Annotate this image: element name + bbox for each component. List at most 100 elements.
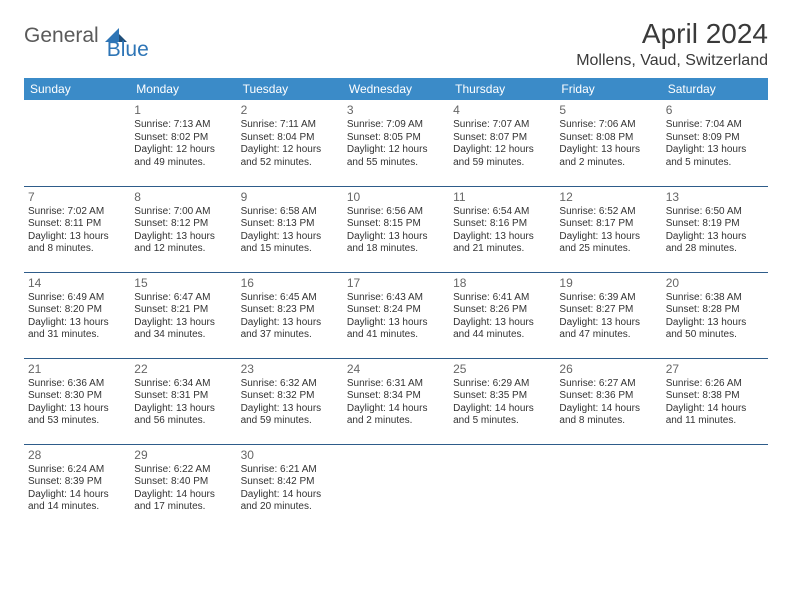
sunrise-line: Sunrise: 6:32 AM (241, 378, 339, 391)
sunrise-line: Sunrise: 6:24 AM (28, 464, 126, 477)
daylight-line-2: and 5 minutes. (666, 157, 764, 170)
sunset-line: Sunset: 8:27 PM (559, 304, 657, 317)
month-title: April 2024 (576, 18, 768, 50)
day-number: 10 (347, 190, 445, 204)
calendar-day-cell: 19Sunrise: 6:39 AMSunset: 8:27 PMDayligh… (555, 272, 661, 358)
day-number: 29 (134, 448, 232, 462)
weekday-header: Friday (555, 78, 661, 100)
sunrise-line: Sunrise: 7:04 AM (666, 119, 764, 132)
logo-text-blue: Blue (107, 38, 149, 62)
sunset-line: Sunset: 8:31 PM (134, 390, 232, 403)
daylight-line-2: and 8 minutes. (28, 243, 126, 256)
day-number: 12 (559, 190, 657, 204)
sunset-line: Sunset: 8:15 PM (347, 218, 445, 231)
sunset-line: Sunset: 8:42 PM (241, 476, 339, 489)
calendar-table: SundayMondayTuesdayWednesdayThursdayFrid… (24, 78, 768, 530)
sunrise-line: Sunrise: 6:41 AM (453, 292, 551, 305)
day-number: 18 (453, 276, 551, 290)
calendar-week-row: 1Sunrise: 7:13 AMSunset: 8:02 PMDaylight… (24, 100, 768, 186)
day-number: 21 (28, 362, 126, 376)
calendar-day-cell: 13Sunrise: 6:50 AMSunset: 8:19 PMDayligh… (662, 186, 768, 272)
day-number: 11 (453, 190, 551, 204)
day-number: 25 (453, 362, 551, 376)
weekday-header: Saturday (662, 78, 768, 100)
day-number: 22 (134, 362, 232, 376)
calendar-day-cell: 30Sunrise: 6:21 AMSunset: 8:42 PMDayligh… (237, 444, 343, 530)
sunset-line: Sunset: 8:32 PM (241, 390, 339, 403)
sunrise-line: Sunrise: 6:45 AM (241, 292, 339, 305)
daylight-line-1: Daylight: 13 hours (453, 231, 551, 244)
sunrise-line: Sunrise: 6:47 AM (134, 292, 232, 305)
daylight-line-2: and 56 minutes. (134, 415, 232, 428)
daylight-line-2: and 21 minutes. (453, 243, 551, 256)
day-number: 14 (28, 276, 126, 290)
daylight-line-1: Daylight: 13 hours (241, 403, 339, 416)
sunset-line: Sunset: 8:19 PM (666, 218, 764, 231)
calendar-week-row: 21Sunrise: 6:36 AMSunset: 8:30 PMDayligh… (24, 358, 768, 444)
daylight-line-1: Daylight: 13 hours (134, 231, 232, 244)
calendar-day-cell: 22Sunrise: 6:34 AMSunset: 8:31 PMDayligh… (130, 358, 236, 444)
daylight-line-2: and 31 minutes. (28, 329, 126, 342)
daylight-line-1: Daylight: 12 hours (347, 144, 445, 157)
daylight-line-1: Daylight: 14 hours (241, 489, 339, 502)
day-number: 27 (666, 362, 764, 376)
calendar-day-cell: 25Sunrise: 6:29 AMSunset: 8:35 PMDayligh… (449, 358, 555, 444)
daylight-line-1: Daylight: 13 hours (28, 231, 126, 244)
sunset-line: Sunset: 8:40 PM (134, 476, 232, 489)
sunset-line: Sunset: 8:12 PM (134, 218, 232, 231)
sunrise-line: Sunrise: 7:07 AM (453, 119, 551, 132)
sunset-line: Sunset: 8:21 PM (134, 304, 232, 317)
calendar-day-cell: 26Sunrise: 6:27 AMSunset: 8:36 PMDayligh… (555, 358, 661, 444)
daylight-line-2: and 59 minutes. (453, 157, 551, 170)
sunrise-line: Sunrise: 6:43 AM (347, 292, 445, 305)
calendar-day-cell: 2Sunrise: 7:11 AMSunset: 8:04 PMDaylight… (237, 100, 343, 186)
sunrise-line: Sunrise: 7:00 AM (134, 206, 232, 219)
sunset-line: Sunset: 8:36 PM (559, 390, 657, 403)
daylight-line-2: and 14 minutes. (28, 501, 126, 514)
day-number: 24 (347, 362, 445, 376)
daylight-line-2: and 2 minutes. (347, 415, 445, 428)
weekday-header: Thursday (449, 78, 555, 100)
calendar-page: General Blue April 2024 Mollens, Vaud, S… (0, 0, 792, 548)
sunrise-line: Sunrise: 6:21 AM (241, 464, 339, 477)
daylight-line-2: and 34 minutes. (134, 329, 232, 342)
sunset-line: Sunset: 8:05 PM (347, 132, 445, 145)
sunrise-line: Sunrise: 6:38 AM (666, 292, 764, 305)
sunset-line: Sunset: 8:13 PM (241, 218, 339, 231)
daylight-line-1: Daylight: 14 hours (666, 403, 764, 416)
title-block: April 2024 Mollens, Vaud, Switzerland (576, 18, 768, 70)
daylight-line-1: Daylight: 12 hours (134, 144, 232, 157)
calendar-day-cell: 10Sunrise: 6:56 AMSunset: 8:15 PMDayligh… (343, 186, 449, 272)
calendar-day-cell: 21Sunrise: 6:36 AMSunset: 8:30 PMDayligh… (24, 358, 130, 444)
sunset-line: Sunset: 8:11 PM (28, 218, 126, 231)
calendar-day-cell: 16Sunrise: 6:45 AMSunset: 8:23 PMDayligh… (237, 272, 343, 358)
daylight-line-2: and 55 minutes. (347, 157, 445, 170)
calendar-day-cell: 15Sunrise: 6:47 AMSunset: 8:21 PMDayligh… (130, 272, 236, 358)
daylight-line-2: and 53 minutes. (28, 415, 126, 428)
calendar-day-cell (24, 100, 130, 186)
day-number: 26 (559, 362, 657, 376)
calendar-body: 1Sunrise: 7:13 AMSunset: 8:02 PMDaylight… (24, 100, 768, 530)
sunset-line: Sunset: 8:02 PM (134, 132, 232, 145)
sunrise-line: Sunrise: 6:58 AM (241, 206, 339, 219)
calendar-day-cell (662, 444, 768, 530)
daylight-line-1: Daylight: 13 hours (559, 231, 657, 244)
sunrise-line: Sunrise: 6:31 AM (347, 378, 445, 391)
sunrise-line: Sunrise: 7:11 AM (241, 119, 339, 132)
daylight-line-2: and 41 minutes. (347, 329, 445, 342)
daylight-line-1: Daylight: 13 hours (666, 317, 764, 330)
calendar-day-cell: 5Sunrise: 7:06 AMSunset: 8:08 PMDaylight… (555, 100, 661, 186)
calendar-day-cell: 14Sunrise: 6:49 AMSunset: 8:20 PMDayligh… (24, 272, 130, 358)
daylight-line-2: and 8 minutes. (559, 415, 657, 428)
calendar-day-cell: 9Sunrise: 6:58 AMSunset: 8:13 PMDaylight… (237, 186, 343, 272)
sunrise-line: Sunrise: 7:02 AM (28, 206, 126, 219)
daylight-line-2: and 5 minutes. (453, 415, 551, 428)
sunrise-line: Sunrise: 6:52 AM (559, 206, 657, 219)
day-number: 13 (666, 190, 764, 204)
sunset-line: Sunset: 8:17 PM (559, 218, 657, 231)
sunrise-line: Sunrise: 6:50 AM (666, 206, 764, 219)
daylight-line-1: Daylight: 14 hours (559, 403, 657, 416)
logo-text-general: General (24, 24, 99, 48)
sunset-line: Sunset: 8:24 PM (347, 304, 445, 317)
daylight-line-1: Daylight: 14 hours (453, 403, 551, 416)
